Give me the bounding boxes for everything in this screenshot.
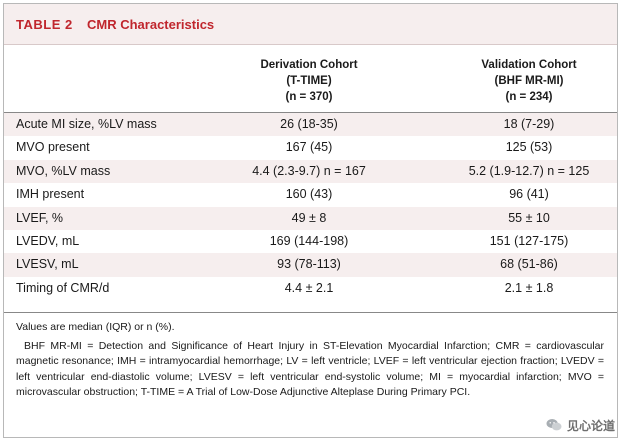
table-frame: TABLE 2 CMR Characteristics Derivation C…: [3, 3, 618, 438]
derivation-cell: 26 (18-35): [280, 117, 338, 131]
footnote-abbreviations: BHF MR-MI = Detection and Significance o…: [16, 339, 604, 399]
column-header-line: Derivation Cohort: [260, 59, 358, 71]
footnote-values: Values are median (IQR) or n (%).: [16, 321, 175, 333]
validation-cell: 96 (41): [509, 187, 549, 202]
derivation-cell: 4.4 ± 2.1: [284, 280, 334, 295]
body-divider: [4, 312, 617, 313]
row-label: IMH present: [16, 187, 85, 202]
table-footnotes: Values are median (IQR) or n (%). BHF MR…: [16, 320, 604, 401]
row-label: Acute MI size, %LV mass: [16, 117, 157, 131]
column-header-line: (T-TIME): [286, 75, 332, 87]
table-row: Timing of CMR/d 4.4 ± 2.1 2.1 ± 1.8: [4, 277, 617, 300]
table-title-bar: TABLE 2 CMR Characteristics: [4, 4, 617, 45]
row-label: LVEF, %: [16, 210, 64, 225]
column-header-line: (n = 234): [505, 91, 553, 103]
table-number: TABLE 2: [16, 17, 73, 32]
column-header-line: Validation Cohort: [481, 59, 577, 71]
table-row: MVO, %LV mass 4.4 (2.3-9.7) n = 167 5.2 …: [4, 159, 617, 184]
table-row: Acute MI size, %LV mass 26 (18-35) 18 (7…: [4, 113, 617, 137]
derivation-cell: 160 (43): [285, 187, 333, 202]
validation-cell: 125 (53): [505, 140, 553, 155]
validation-cell: 5.2 (1.9-12.7) n = 125: [468, 163, 590, 178]
table-row: LVEF, % 49 ± 8 55 ± 10: [4, 206, 617, 230]
column-header-validation: Validation Cohort (BHF MR-MI) (n = 234): [444, 57, 614, 105]
row-label: Timing of CMR/d: [16, 280, 110, 295]
table-body: Acute MI size, %LV mass 26 (18-35) 18 (7…: [4, 113, 617, 300]
row-label: LVESV, mL: [16, 257, 79, 272]
column-header-derivation: Derivation Cohort (T-TIME) (n = 370): [224, 57, 394, 105]
row-label: MVO present: [16, 140, 90, 155]
table-row: MVO present 167 (45) 125 (53): [4, 136, 617, 159]
derivation-cell: 93 (78-113): [277, 257, 341, 272]
derivation-cell: 167 (45): [285, 140, 333, 155]
wechat-icon: [546, 419, 562, 431]
derivation-cell: 4.4 (2.3-9.7) n = 167: [252, 163, 366, 178]
table-row: LVESV, mL 93 (78-113) 68 (51-86): [4, 253, 617, 277]
column-header-line: (n = 370): [285, 91, 333, 103]
header-divider: [4, 112, 617, 113]
watermark-text: 见心论道: [566, 418, 615, 433]
derivation-cell: 49 ± 8: [291, 210, 327, 225]
table-title: CMR Characteristics: [87, 17, 215, 32]
table-row: LVEDV, mL 169 (144-198) 151 (127-175): [4, 230, 617, 253]
validation-cell: 68 (51-86): [500, 257, 558, 272]
validation-cell: 151 (127-175): [489, 233, 569, 248]
watermark: 见心论道: [545, 416, 615, 434]
row-label: LVEDV, mL: [16, 233, 80, 248]
row-label: MVO, %LV mass: [16, 163, 111, 178]
validation-cell: 55 ± 10: [508, 210, 550, 225]
column-header-line: (BHF MR-MI): [494, 75, 564, 87]
validation-cell: 2.1 ± 1.8: [504, 280, 554, 295]
derivation-cell: 169 (144-198): [269, 233, 349, 248]
validation-cell: 18 (7-29): [503, 117, 555, 131]
table-row: IMH present 160 (43) 96 (41): [4, 183, 617, 206]
